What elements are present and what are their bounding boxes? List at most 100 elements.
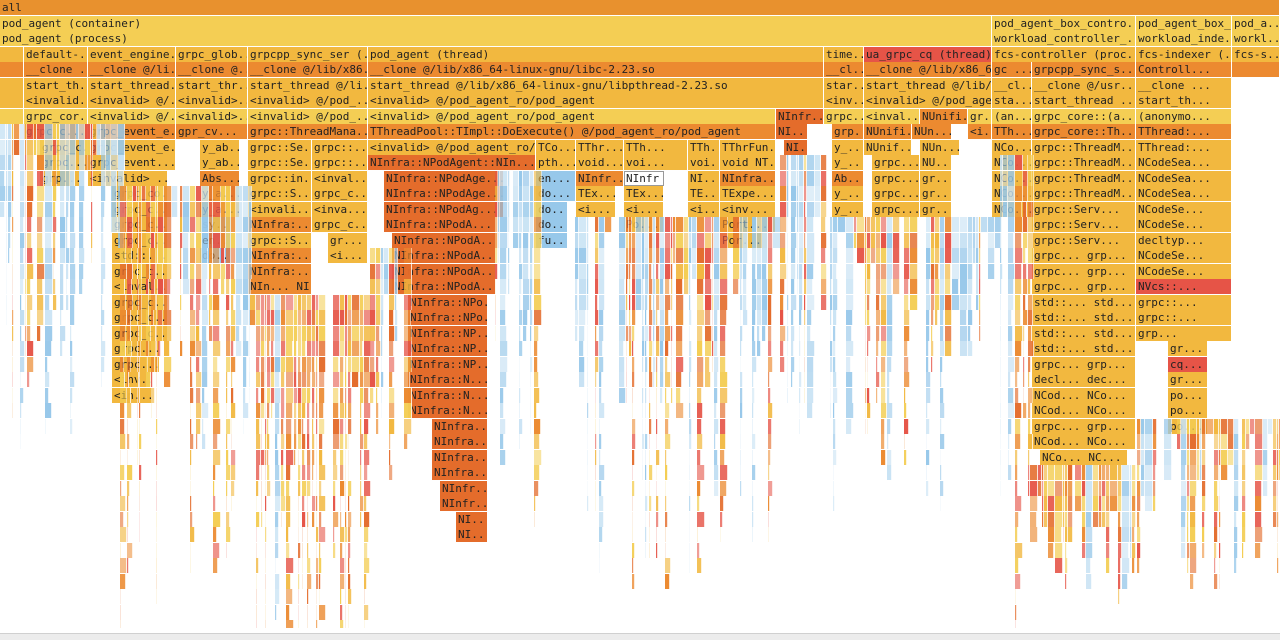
flame-frame-fragment[interactable] xyxy=(213,325,220,341)
flame-frame-fragment[interactable] xyxy=(599,341,603,356)
flame-frame-fragment[interactable] xyxy=(158,186,164,201)
flame-frame-fragment[interactable] xyxy=(45,201,53,217)
flame-frame-fragment[interactable] xyxy=(649,542,650,558)
flame-frame-fragment[interactable] xyxy=(196,387,201,403)
flame-frame-fragment[interactable] xyxy=(787,186,789,201)
flame-frame-fragment[interactable] xyxy=(665,279,670,294)
flame-frame-fragment[interactable] xyxy=(876,232,881,248)
flame-frame-fragment[interactable] xyxy=(364,449,370,465)
flame-frame-fragment[interactable] xyxy=(70,403,71,418)
flame-frame-fragment[interactable] xyxy=(626,325,629,341)
flame-frame-fragment[interactable] xyxy=(940,325,944,341)
flame-frame-fragment[interactable] xyxy=(1219,527,1220,542)
flame-frame-fragment[interactable] xyxy=(642,434,645,449)
flame-frame-fragment[interactable] xyxy=(256,527,257,542)
flame-frame-fragment[interactable] xyxy=(389,372,393,387)
flame-frame-fragment[interactable] xyxy=(243,387,246,403)
flame-frame-fragment[interactable] xyxy=(867,418,868,434)
flame-frame-fragment[interactable] xyxy=(534,372,539,387)
flame-frame-fragment[interactable] xyxy=(881,310,887,325)
flame-frame-fragment[interactable] xyxy=(1000,325,1001,341)
flame-frame-fragment[interactable] xyxy=(762,248,768,263)
flame-frame-fragment[interactable] xyxy=(12,372,13,387)
flame-frame-fragment[interactable] xyxy=(1000,403,1001,418)
flame-frame-fragment[interactable] xyxy=(871,248,876,263)
flame-frame-fragment[interactable] xyxy=(404,248,412,263)
flame-frame-fragment[interactable] xyxy=(37,155,45,170)
flame-frame-fragment[interactable] xyxy=(85,155,91,170)
flame-frame-fragment[interactable] xyxy=(348,465,349,480)
flame-frame-fragment[interactable] xyxy=(599,418,600,434)
flame-frame-fragment[interactable] xyxy=(319,511,322,527)
flame-frame[interactable]: grpc... xyxy=(872,155,920,170)
flame-frame-fragment[interactable] xyxy=(791,356,795,372)
flame-frame-fragment[interactable] xyxy=(25,279,27,294)
flame-frame-fragment[interactable] xyxy=(587,496,589,511)
flame-frame-fragment[interactable] xyxy=(294,449,296,465)
flame-frame-fragment[interactable] xyxy=(587,294,589,310)
flame-frame-fragment[interactable] xyxy=(60,248,66,263)
flame-frame-fragment[interactable] xyxy=(146,217,151,232)
flame-frame-fragment[interactable] xyxy=(45,325,53,341)
flame-frame-fragment[interactable] xyxy=(156,372,157,387)
flame-frame-fragment[interactable] xyxy=(665,542,666,558)
flame-frame-fragment[interactable] xyxy=(281,465,284,480)
flame-frame-fragment[interactable] xyxy=(281,325,286,341)
flame-frame-fragment[interactable] xyxy=(1008,279,1014,294)
flame-frame-fragment[interactable] xyxy=(1242,418,1246,434)
flame-frame-fragment[interactable] xyxy=(1246,434,1250,449)
flame-frame-fragment[interactable] xyxy=(156,248,158,263)
flame-frame-fragment[interactable] xyxy=(653,263,655,279)
flame-frame-fragment[interactable] xyxy=(935,310,938,325)
flame-frame-fragment[interactable] xyxy=(209,310,211,325)
flame-frame-fragment[interactable] xyxy=(1130,527,1132,542)
flame-frame-fragment[interactable] xyxy=(226,263,231,279)
flame-frame-fragment[interactable] xyxy=(876,325,880,341)
flame-frame-fragment[interactable] xyxy=(804,170,807,186)
flame-frame[interactable]: NI... xyxy=(456,527,488,542)
flame-frame-fragment[interactable] xyxy=(139,511,140,527)
flame-frame-fragment[interactable] xyxy=(183,217,190,232)
flame-frame-fragment[interactable] xyxy=(876,263,881,279)
flame-frame-fragment[interactable] xyxy=(370,294,376,310)
flame-frame-fragment[interactable] xyxy=(893,232,900,248)
flame-frame-fragment[interactable] xyxy=(348,558,350,573)
flame-frame-fragment[interactable] xyxy=(689,263,691,279)
flame-frame-fragment[interactable] xyxy=(302,527,303,542)
flame-frame-fragment[interactable] xyxy=(120,558,127,573)
flame-frame-fragment[interactable] xyxy=(626,232,629,248)
flame-frame-fragment[interactable] xyxy=(830,341,833,356)
flame-frame-fragment[interactable] xyxy=(164,356,172,372)
flame-frame-fragment[interactable] xyxy=(209,186,213,201)
flame-frame-fragment[interactable] xyxy=(151,310,154,325)
flame-frame-fragment[interactable] xyxy=(196,263,202,279)
flame-frame-fragment[interactable] xyxy=(281,310,286,325)
flame-frame-fragment[interactable] xyxy=(768,434,772,449)
flame-frame[interactable]: TThread:... xyxy=(1136,139,1232,155)
flame-frame-fragment[interactable] xyxy=(940,341,945,356)
flame-frame-fragment[interactable] xyxy=(1153,434,1157,449)
flame-frame-fragment[interactable] xyxy=(926,279,930,294)
flame-frame-fragment[interactable] xyxy=(395,294,397,310)
flame-frame[interactable]: grpc... grp... xyxy=(1032,279,1136,294)
flame-frame-fragment[interactable] xyxy=(333,387,339,403)
flame-frame-fragment[interactable] xyxy=(1015,589,1016,604)
flame-frame-fragment[interactable] xyxy=(632,527,633,542)
flame-frame-fragment[interactable] xyxy=(865,403,866,418)
flame-frame-fragment[interactable] xyxy=(1030,511,1037,527)
flame-frame[interactable]: TThrFun... xyxy=(720,139,776,155)
flame-frame[interactable]: <i... xyxy=(328,248,368,263)
flame-frame-fragment[interactable] xyxy=(146,325,151,341)
flame-frame-fragment[interactable] xyxy=(6,310,7,325)
flame-frame-fragment[interactable] xyxy=(787,325,789,341)
flame-frame-fragment[interactable] xyxy=(968,217,973,232)
flame-frame-fragment[interactable] xyxy=(1164,434,1172,449)
flame-frame-fragment[interactable] xyxy=(1028,263,1034,279)
flame-frame-fragment[interactable] xyxy=(1181,496,1187,511)
flame-frame-fragment[interactable] xyxy=(787,232,788,248)
flame-frame-fragment[interactable] xyxy=(360,480,362,496)
flame-frame-fragment[interactable] xyxy=(37,217,43,232)
flame-frame-fragment[interactable] xyxy=(319,372,325,387)
flame-frame-fragment[interactable] xyxy=(20,201,25,217)
flame-frame-fragment[interactable] xyxy=(1055,527,1062,542)
